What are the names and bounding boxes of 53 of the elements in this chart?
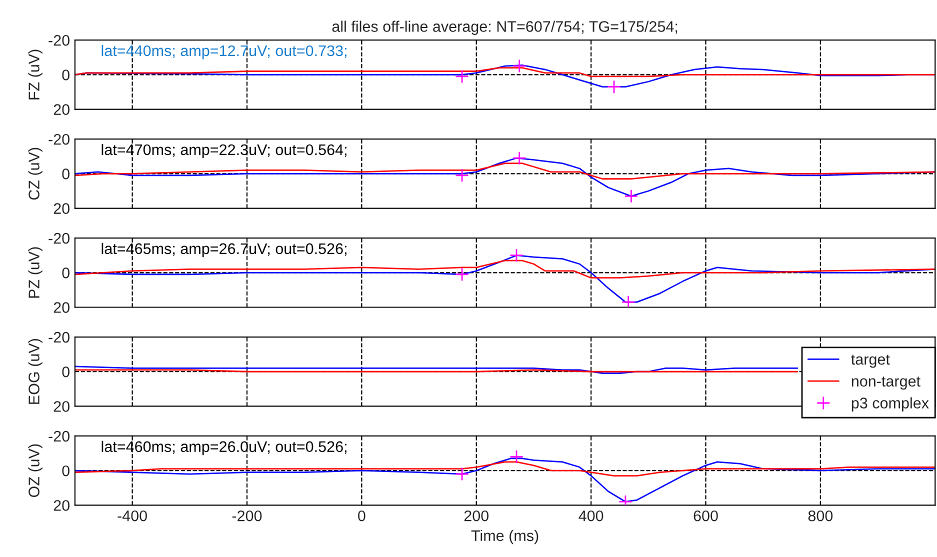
x-axis-title: Time (ms) [471, 530, 538, 544]
point [455, 168, 469, 182]
line-series [74, 461, 936, 476]
x-tick-label: 0 [358, 510, 366, 522]
line-series [74, 366, 798, 374]
y-axis-title: OZ (uV) [28, 444, 42, 498]
y-tick-label: -20 [48, 332, 70, 343]
y-tick-label: 20 [54, 500, 70, 511]
line-series [74, 260, 936, 279]
y-tick-label: 0 [62, 366, 70, 378]
legend-label: non-target [852, 376, 920, 390]
y-axis-title: EOG (uV) [28, 339, 42, 404]
y-axis-title: CZ (uV) [28, 148, 42, 200]
chart-title: all files off-line average: NT=607/754; TG=175/254; [332, 20, 678, 35]
x-tick-label: 800 [808, 510, 833, 522]
point [455, 467, 469, 481]
x-tick-label: 200 [464, 510, 489, 522]
annotation: lat=440ms; amp=12.7uV; out=0.733; [102, 44, 346, 60]
y-tick-label: 0 [62, 70, 70, 80]
annotation: lat=470ms; amp=22.3uV; out=0.564; [102, 144, 346, 158]
x-tick-label: -400 [118, 510, 147, 522]
point [607, 80, 621, 94]
point [455, 267, 469, 282]
annotation: lat=460ms; amp=26.0uV; out=0.526; [102, 440, 346, 456]
legend-label: target [851, 354, 890, 368]
annotation: lat=465ms; amp=26.7uV; out=0.526; [102, 242, 346, 258]
y-tick-label: 20 [54, 203, 70, 214]
point [510, 248, 524, 262]
y-tick-label: 0 [62, 268, 70, 278]
point [512, 59, 526, 74]
y-axis-title: FZ (uV) [28, 50, 42, 100]
x-tick-label: 400 [578, 510, 604, 522]
line-series [74, 162, 936, 180]
y-tick-label: 0 [62, 465, 70, 476]
y-tick-label: 20 [54, 302, 70, 313]
y-tick-label: 20 [54, 401, 70, 412]
line-series [74, 458, 936, 502]
y-tick-label: -20 [48, 430, 70, 442]
point [512, 151, 526, 166]
point [455, 69, 469, 84]
point [621, 295, 636, 308]
y-tick-label: -20 [48, 34, 70, 46]
x-tick-label: 600 [694, 510, 718, 522]
line-series [74, 67, 936, 78]
x-tick-label: -200 [232, 510, 262, 522]
legend-label: p3 complex [852, 397, 929, 412]
y-tick-label: -20 [48, 232, 70, 244]
y-axis-title: PZ (uV) [28, 247, 42, 298]
y-tick-label: 20 [54, 104, 70, 115]
y-tick-label: -20 [48, 134, 70, 145]
y-tick-label: 0 [62, 168, 70, 180]
point [624, 189, 638, 204]
point [510, 450, 524, 464]
